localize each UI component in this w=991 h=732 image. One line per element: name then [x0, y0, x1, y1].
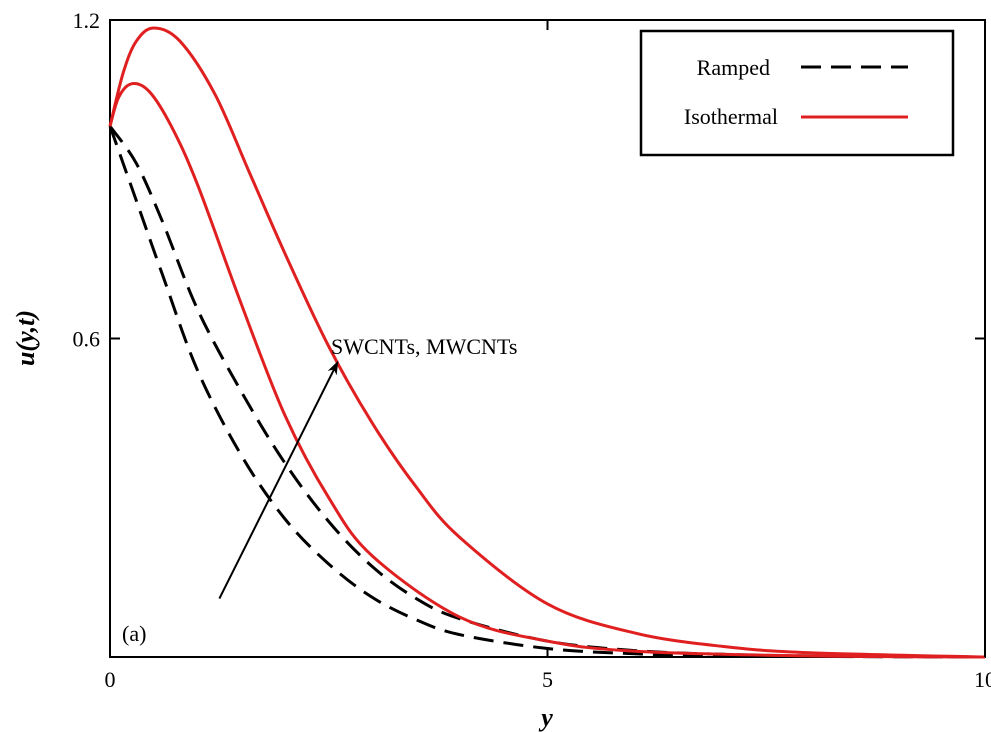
y-tick-label: 1.2	[73, 8, 101, 33]
panel-label: (a)	[122, 621, 146, 646]
series-layer	[108, 26, 986, 659]
x-axis-label: y	[538, 703, 553, 732]
legend-label-ramped: Ramped	[697, 55, 770, 80]
x-tick-label: 5	[542, 667, 553, 692]
y-axis-label: u(y,t)	[11, 310, 40, 366]
legend-label-isothermal: Isothermal	[684, 104, 778, 129]
legend: Ramped Isothermal	[639, 29, 955, 157]
y-tick-label: 0.6	[73, 327, 101, 352]
annotation-text: SWCNTs, MWCNTs	[331, 334, 517, 359]
series-line-ramped-2	[108, 125, 986, 659]
legend-box	[639, 29, 955, 157]
tick-layer: 0 5 10 0.6 1.2	[73, 8, 991, 692]
annotation-arrow	[218, 360, 339, 600]
series-line-ramped-1	[108, 125, 986, 659]
series-line-isothermal-3	[108, 81, 986, 659]
series-line-isothermal-4	[108, 26, 986, 659]
x-tick-label: 10	[974, 667, 991, 692]
x-tick-label: 0	[105, 667, 116, 692]
